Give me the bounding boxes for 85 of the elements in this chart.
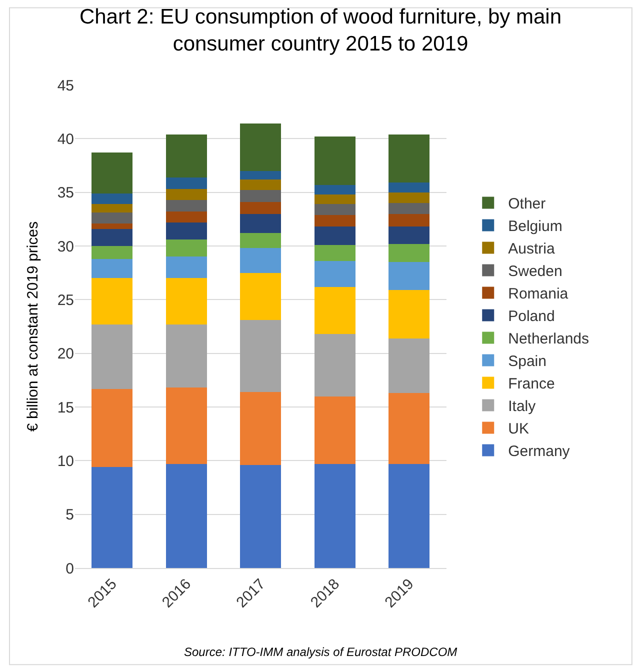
bar (388, 244, 430, 262)
bar (240, 392, 282, 465)
bar (388, 262, 430, 290)
bar (240, 272, 282, 320)
bar (314, 184, 356, 194)
legend-label: Spain (508, 353, 546, 370)
bar (388, 464, 430, 568)
bar (166, 222, 207, 240)
bar (92, 152, 133, 194)
bar (92, 223, 133, 229)
y-tick-label: 25 (57, 292, 74, 309)
y-tick-label: 40 (57, 130, 74, 148)
y-tick-label: 30 (57, 238, 74, 256)
bar (240, 233, 282, 248)
bar (92, 278, 133, 324)
legend-label: Belgium (508, 218, 562, 236)
y-tick-label: 0 (66, 560, 74, 578)
bar (166, 256, 207, 278)
bar (388, 290, 430, 338)
legend-label: Romania (508, 286, 569, 303)
bar (388, 182, 430, 192)
bar (166, 278, 207, 324)
y-tick-label: 5 (66, 506, 74, 524)
legend-label: Sweden (508, 263, 562, 280)
bar (240, 190, 282, 202)
bar (314, 226, 356, 245)
legend-label: UK (508, 420, 529, 438)
legend-label: Germany (508, 443, 570, 460)
legend-label: Poland (508, 308, 555, 326)
legend-label: Austria (508, 240, 556, 258)
bar (388, 226, 430, 244)
bar (314, 194, 356, 204)
y-tick-label: 45 (57, 77, 74, 94)
legend-label: France (508, 376, 555, 393)
source-note: Source: ITTO-IMM analysis of Eurostat PRODCOM (184, 645, 458, 659)
bar (314, 214, 356, 227)
bar (314, 334, 356, 396)
bar (314, 136, 356, 185)
bar (166, 189, 207, 200)
bar (92, 324, 133, 389)
bar (314, 396, 356, 464)
y-tick-label: 20 (57, 346, 74, 363)
bar (314, 286, 356, 334)
bar (166, 240, 207, 257)
bar (92, 204, 133, 213)
bar (388, 203, 430, 214)
bar (166, 177, 207, 190)
bar (388, 338, 430, 394)
legend-label: Netherlands (508, 330, 590, 348)
y-tick-label: 10 (57, 452, 74, 470)
bar (92, 246, 133, 259)
bar (388, 134, 430, 183)
bar (166, 212, 207, 222)
bar (240, 320, 282, 392)
bar (166, 200, 207, 212)
bar (388, 393, 430, 464)
bar (166, 134, 207, 178)
bar (92, 388, 133, 468)
legend-label: Other (508, 196, 546, 213)
bar (314, 261, 356, 287)
bar (92, 258, 133, 278)
bar (92, 212, 133, 224)
bar (240, 202, 282, 214)
bar (166, 464, 207, 568)
bar (240, 214, 282, 234)
bar (240, 124, 282, 171)
bar (166, 388, 207, 464)
bar (314, 244, 356, 262)
bar (240, 179, 282, 190)
bar (92, 193, 133, 204)
bar (314, 204, 356, 215)
y-axis-title: € billion at constant 2019 prices (24, 221, 42, 432)
legend-label: Italy (508, 398, 536, 416)
chart-title: Chart 2: EU consumption of wood furniture, by main consumer country 2015 to 2019 (79, 5, 562, 56)
bar (92, 228, 133, 246)
bar (240, 170, 282, 180)
bar (240, 248, 282, 273)
bar (314, 464, 356, 568)
bar (388, 192, 430, 204)
y-tick-label: 15 (57, 399, 74, 416)
bar (240, 464, 282, 568)
bar (388, 214, 430, 227)
bar (166, 324, 207, 388)
bar (92, 467, 133, 568)
y-tick-label: 35 (57, 184, 74, 202)
